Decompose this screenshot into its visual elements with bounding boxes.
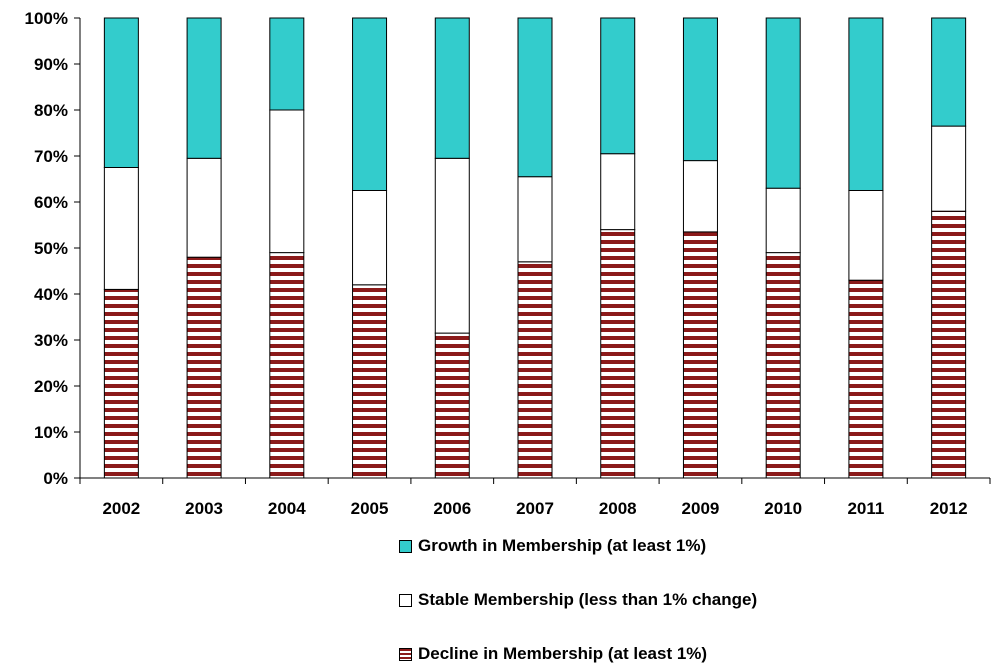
bar-segment-decline xyxy=(517,261,553,479)
bar-segment-stable xyxy=(103,167,139,290)
x-tick-label: 2004 xyxy=(268,499,306,518)
legend-item-decline: Decline in Membership (at least 1%) xyxy=(399,643,707,665)
legend-swatch-growth xyxy=(399,539,412,553)
bar-segment-growth xyxy=(765,17,801,189)
legend-swatch-decline xyxy=(399,647,412,661)
bar-segment-growth xyxy=(434,17,470,159)
y-tick-label: 20% xyxy=(34,377,68,396)
y-tick-label: 90% xyxy=(34,55,68,74)
x-tick-label: 2012 xyxy=(930,499,968,518)
bar-segment-decline xyxy=(434,332,470,479)
bar-segment-growth xyxy=(186,17,222,159)
bar-segment-decline xyxy=(931,210,967,479)
x-tick-label: 2010 xyxy=(764,499,802,518)
bars xyxy=(103,17,967,479)
legend-item-growth: Growth in Membership (at least 1%) xyxy=(399,535,706,557)
bar-segment-growth xyxy=(103,17,139,168)
y-tick-label: 80% xyxy=(34,101,68,120)
bar-segment-decline xyxy=(186,256,222,479)
bar-segment-stable xyxy=(765,187,801,254)
bar-segment-stable xyxy=(682,160,718,233)
legend-swatch-stable xyxy=(399,593,412,607)
x-tick-label: 2007 xyxy=(516,499,554,518)
bar-segment-stable xyxy=(517,176,553,263)
bar-segment-decline xyxy=(352,284,388,479)
stacked-bar-chart: 0%10%20%30%40%50%60%70%80%90%100% 2002 20… xyxy=(25,9,991,518)
y-tick-label: 60% xyxy=(34,193,68,212)
bar-segment-growth xyxy=(682,17,718,162)
bar-segment-decline xyxy=(848,279,884,479)
bar-segment-decline xyxy=(103,288,139,479)
x-axis: 2002 2003 2004 2005 2006 2007 2008 2009 2010 2011… xyxy=(79,477,991,518)
y-tick-label: 10% xyxy=(34,423,68,442)
x-tick-label: 2005 xyxy=(351,499,389,518)
bar-segment-growth xyxy=(931,17,967,127)
bar-segment-stable xyxy=(848,190,884,281)
y-tick-label: 0% xyxy=(43,469,68,488)
x-tick-label: 2011 xyxy=(847,499,884,518)
bar-segment-growth xyxy=(269,17,305,111)
bar-segment-decline xyxy=(682,231,718,479)
y-tick-label: 50% xyxy=(34,239,68,258)
bar-segment-stable xyxy=(931,125,967,212)
y-axis: 0% 10% 20% 30% 40% 50% 60% 70% 80% 90% 100% xyxy=(25,9,81,488)
bar-segment-decline xyxy=(765,252,801,479)
bar-segment-growth xyxy=(848,17,884,191)
bar-segment-decline xyxy=(269,252,305,479)
legend-label-growth: Growth in Membership (at least 1%) xyxy=(418,536,707,555)
legend-item-stable: Stable Membership (less than 1% change) xyxy=(399,589,757,611)
x-tick-label: 2002 xyxy=(102,499,140,518)
x-tick-label: 2008 xyxy=(599,499,637,518)
y-tick-label: 40% xyxy=(34,285,68,304)
y-tick-label: 30% xyxy=(34,331,68,350)
x-tick-label: 2003 xyxy=(185,499,223,518)
x-tick-label: 2009 xyxy=(682,499,720,518)
bar-segment-decline xyxy=(600,229,636,479)
bar-segment-growth xyxy=(600,17,636,155)
y-tick-label: 100% xyxy=(25,9,68,28)
bar-segment-stable xyxy=(269,109,305,254)
bar-segment-stable xyxy=(352,190,388,286)
bar-segment-stable xyxy=(434,157,470,334)
y-tick-label: 70% xyxy=(34,147,68,166)
bar-segment-stable xyxy=(600,153,636,231)
legend-label-stable: Stable Membership (less than 1% change) xyxy=(418,590,758,609)
legend-label-decline: Decline in Membership (at least 1%) xyxy=(418,644,708,663)
bar-segment-growth xyxy=(352,17,388,191)
bar-segment-stable xyxy=(186,157,222,258)
bar-segment-growth xyxy=(517,17,553,178)
x-tick-label: 2006 xyxy=(433,499,471,518)
